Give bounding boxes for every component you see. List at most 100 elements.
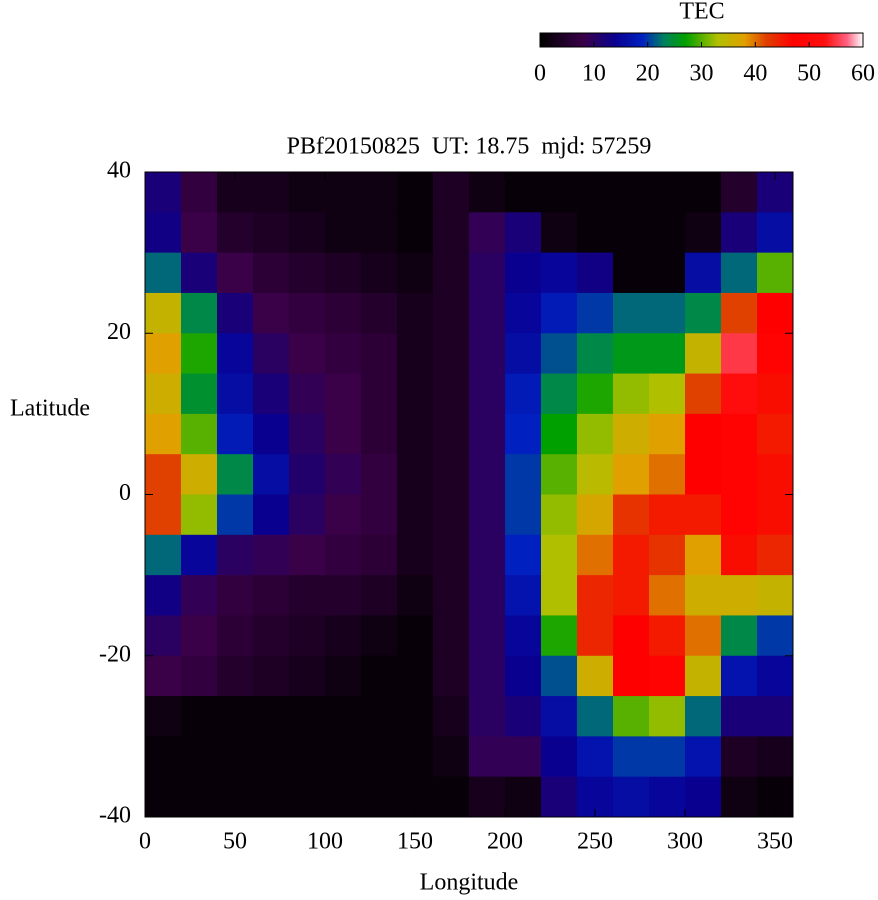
heat-cell	[505, 292, 542, 334]
heat-cell	[361, 615, 398, 657]
heat-cell	[613, 655, 650, 697]
heat-cell	[433, 655, 470, 697]
heat-cell	[181, 494, 218, 536]
heat-cell	[613, 172, 650, 213]
x-axis-label: Longitude	[420, 870, 519, 896]
heat-cell	[433, 172, 470, 213]
heat-cell	[217, 454, 254, 495]
heat-cell	[721, 696, 758, 737]
heat-cell	[361, 413, 398, 455]
heat-cell	[217, 696, 254, 737]
heat-cell	[685, 252, 722, 294]
heat-cell	[289, 736, 326, 778]
heat-cell	[433, 494, 470, 536]
heat-cell	[757, 373, 794, 415]
heat-cell	[505, 252, 542, 294]
x-tick-label: 0	[139, 829, 151, 855]
heat-cell	[721, 736, 758, 778]
heat-cell	[145, 172, 182, 213]
heat-cell	[217, 292, 254, 334]
heat-cell	[721, 292, 758, 334]
heat-cell	[649, 333, 686, 375]
heat-cell	[721, 454, 758, 495]
heat-cell	[613, 333, 650, 375]
heat-cell	[325, 373, 362, 415]
y-axis-label: Latitude	[10, 396, 90, 422]
heat-cell	[613, 494, 650, 536]
heat-cell	[685, 413, 722, 455]
heat-cell	[685, 575, 722, 616]
heat-cell	[649, 292, 686, 334]
heat-cell	[469, 333, 506, 375]
heat-cell	[433, 454, 470, 495]
heat-cell	[685, 494, 722, 536]
heat-cell	[397, 494, 434, 536]
heat-cell	[685, 172, 722, 213]
heat-cell	[649, 252, 686, 294]
heat-cell	[613, 212, 650, 254]
heat-cell	[757, 696, 794, 737]
heat-cell	[217, 736, 254, 778]
heat-cell	[325, 655, 362, 697]
heat-cell	[685, 655, 722, 697]
heat-cell	[577, 575, 614, 616]
heat-cell	[505, 615, 542, 657]
heat-cell	[289, 252, 326, 294]
heat-cell	[649, 413, 686, 455]
heat-cell	[325, 736, 362, 778]
heat-cell	[721, 494, 758, 536]
heat-cell	[721, 252, 758, 294]
heat-cell	[289, 454, 326, 495]
heat-cell	[289, 413, 326, 455]
colorbar-tick-label: 0	[534, 61, 546, 87]
heat-cell	[757, 736, 794, 778]
heat-cell	[757, 534, 794, 576]
heat-cell	[181, 413, 218, 455]
heat-cell	[685, 212, 722, 254]
heat-cell	[433, 373, 470, 415]
colorbar-tick-label: 40	[743, 61, 767, 87]
heat-cell	[577, 373, 614, 415]
heat-cell	[253, 333, 290, 375]
heat-cell	[397, 252, 434, 294]
y-tick-label: -40	[99, 803, 131, 829]
heat-cell	[469, 696, 506, 737]
heat-cell	[757, 575, 794, 616]
heat-cell	[649, 212, 686, 254]
y-tick-label: 40	[107, 158, 131, 184]
heat-cell	[145, 776, 182, 818]
heat-cell	[289, 534, 326, 576]
heat-cell	[325, 333, 362, 375]
colorbar-title: TEC	[679, 0, 724, 25]
heat-cell	[469, 776, 506, 818]
heat-cell	[325, 292, 362, 334]
heat-cell	[541, 736, 578, 778]
heat-cell	[253, 172, 290, 213]
heat-cell	[685, 292, 722, 334]
heat-cell	[757, 655, 794, 697]
heat-cell	[469, 575, 506, 616]
heat-cell	[145, 373, 182, 415]
heat-cell	[253, 454, 290, 495]
heat-cell	[433, 252, 470, 294]
heat-cell	[577, 494, 614, 536]
heat-cell	[325, 615, 362, 657]
heat-cell	[685, 373, 722, 415]
heat-cell	[649, 373, 686, 415]
heat-cell	[469, 172, 506, 213]
heat-cell	[253, 575, 290, 616]
heat-cell	[685, 696, 722, 737]
heat-cell	[649, 736, 686, 778]
heat-cell	[721, 776, 758, 818]
heat-cell	[433, 413, 470, 455]
heat-cell	[613, 413, 650, 455]
heat-cell	[469, 494, 506, 536]
heat-cell	[757, 212, 794, 254]
heat-cell	[181, 292, 218, 334]
heat-cell	[757, 292, 794, 334]
heat-cell	[721, 655, 758, 697]
heat-cell	[361, 252, 398, 294]
colorbar-tick-label: 30	[690, 61, 714, 87]
heat-cell	[145, 454, 182, 495]
heat-cell	[325, 413, 362, 455]
